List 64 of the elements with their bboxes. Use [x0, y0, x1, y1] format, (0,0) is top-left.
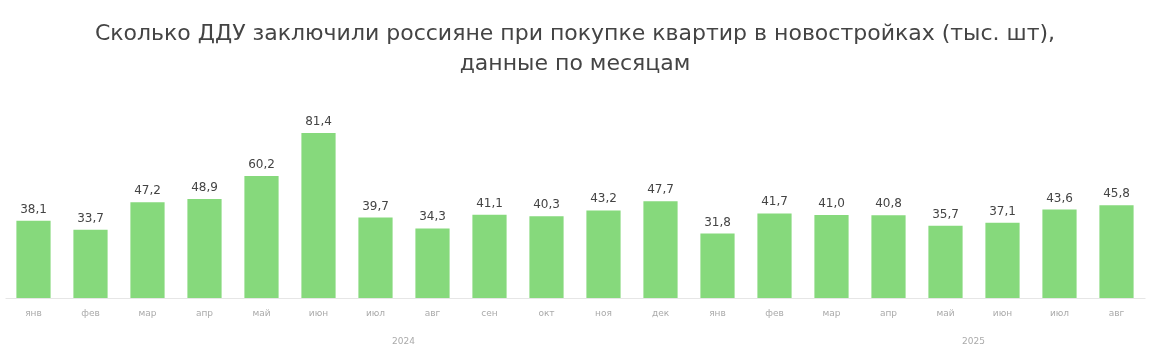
- x-tick-label: июн: [308, 307, 329, 318]
- bar: [985, 222, 1020, 298]
- x-tick-label: янв: [709, 307, 726, 318]
- data-label: 37,1: [989, 203, 1016, 218]
- bar: [472, 214, 507, 298]
- x-tick-label: фев: [81, 307, 100, 318]
- bar: [358, 217, 393, 298]
- bar: [700, 233, 735, 298]
- bar: [1042, 209, 1077, 298]
- bar: [643, 201, 678, 298]
- x-tick-label: дек: [651, 307, 670, 318]
- data-label: 41,0: [818, 195, 845, 210]
- bar: [586, 210, 621, 298]
- bar: [1099, 205, 1134, 298]
- bar: [415, 228, 450, 298]
- data-label: 40,3: [533, 197, 560, 212]
- bar: [16, 220, 51, 298]
- bar: [130, 202, 165, 298]
- data-label: 47,7: [647, 182, 674, 197]
- bar: [301, 133, 336, 298]
- x-tick-label: июн: [992, 307, 1013, 318]
- x-tick-label: апр: [879, 307, 898, 318]
- text: Сколько ДДУ заключили россияне при покупке квартир в новостройках (тыс. шт),: [94, 20, 1056, 45]
- text: 2025: [962, 336, 985, 346]
- x-tick-label: сен: [481, 307, 498, 318]
- data-label: 47,2: [134, 183, 161, 198]
- data-label: 41,7: [761, 194, 788, 209]
- x-tick-label: мар: [822, 307, 841, 318]
- data-label: 33,7: [77, 210, 104, 225]
- data-label: 45,8: [1103, 186, 1130, 201]
- data-label: 38,1: [20, 201, 47, 216]
- x-tick-label: авг: [424, 307, 441, 318]
- data-label: 39,7: [362, 198, 389, 213]
- text: 2024: [392, 336, 416, 346]
- data-label: 31,8: [704, 214, 731, 229]
- x-tick-label: янв: [25, 307, 42, 318]
- x-tick-label: июл: [1049, 307, 1070, 318]
- data-label: 60,2: [248, 156, 275, 171]
- bar: [244, 175, 279, 298]
- bar: [928, 225, 963, 298]
- data-label: 40,8: [875, 196, 902, 211]
- x-tick-label: май: [252, 307, 271, 318]
- x-tick-label: апр: [195, 307, 214, 318]
- x-tick-label: июл: [365, 307, 386, 318]
- x-tick-label: авг: [1108, 307, 1125, 318]
- data-label: 43,2: [590, 191, 617, 206]
- x-tick-label: май: [936, 307, 955, 318]
- data-label: 43,6: [1046, 190, 1073, 205]
- x-tick-label: мар: [138, 307, 157, 318]
- data-label: 81,4: [305, 114, 332, 128]
- bar: [529, 216, 564, 298]
- data-label: 35,7: [932, 206, 959, 221]
- x-tick-label: ноя: [595, 307, 612, 318]
- data-label: 34,3: [419, 209, 446, 224]
- data-label: 41,1: [476, 195, 503, 210]
- data-label: 48,9: [191, 179, 218, 194]
- bar: [814, 214, 849, 298]
- text: данные по месяцам: [459, 50, 691, 75]
- x-tick-label: фев: [765, 307, 784, 318]
- bar: [757, 213, 792, 298]
- bar: [187, 198, 222, 298]
- bar: [73, 229, 108, 298]
- x-tick-label: окт: [538, 307, 555, 318]
- bar: [871, 215, 906, 298]
